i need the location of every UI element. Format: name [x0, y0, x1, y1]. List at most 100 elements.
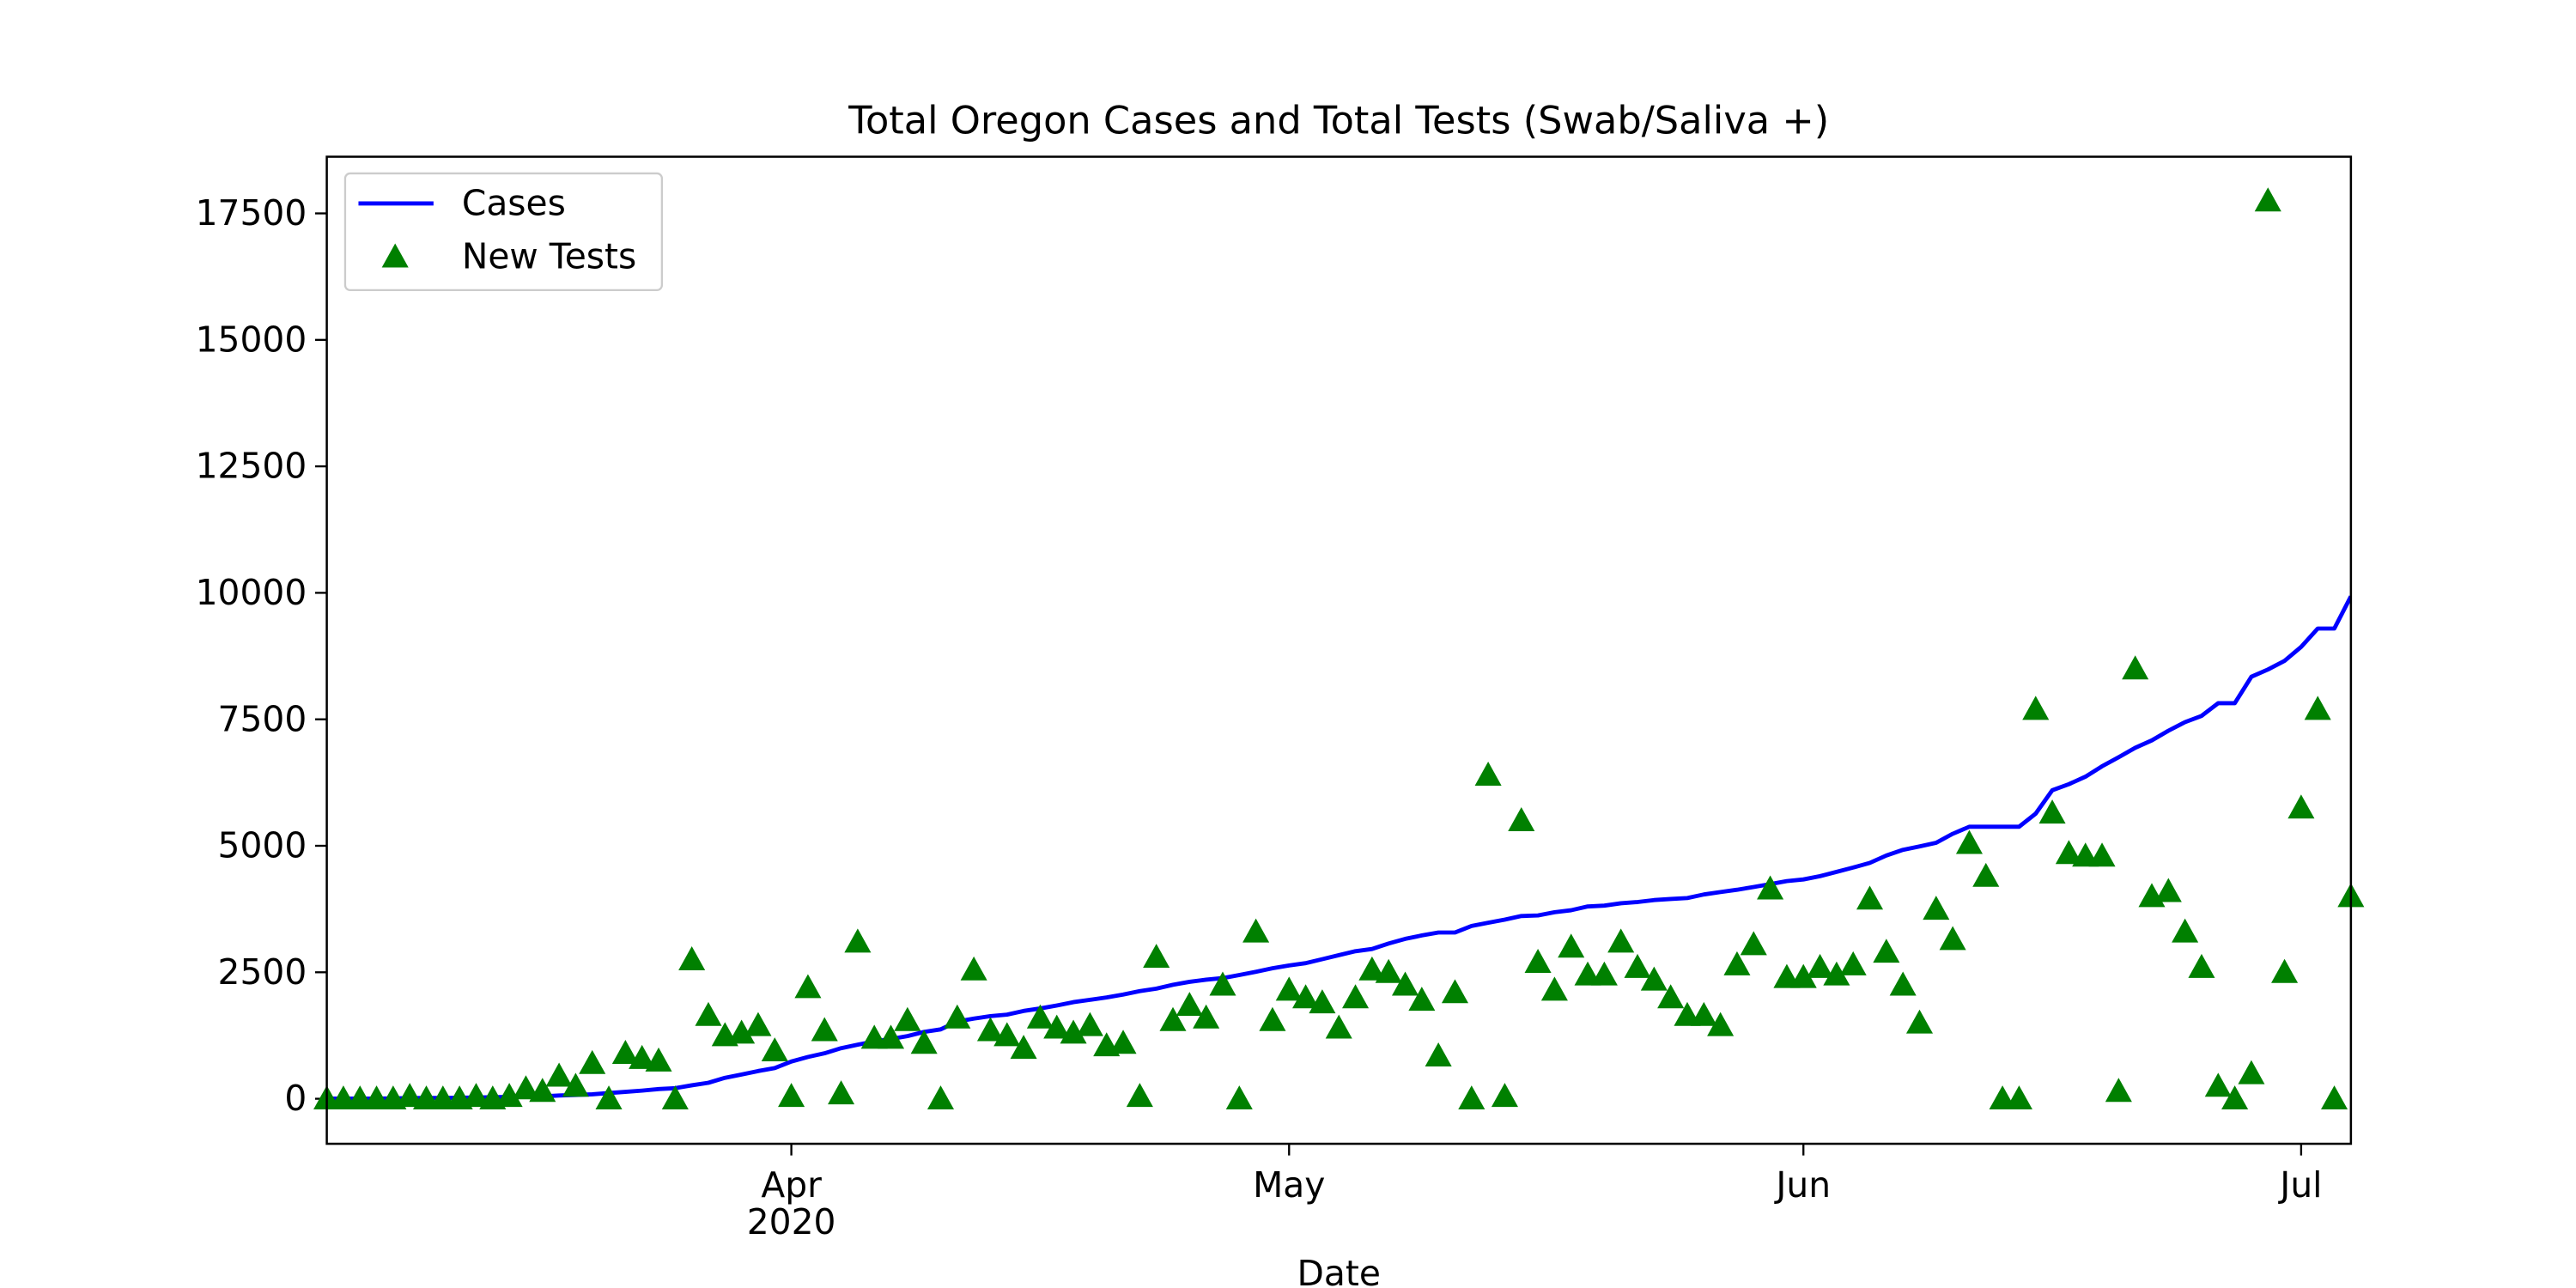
test-marker [1856, 885, 1884, 910]
y-tick-label: 7500 [218, 698, 307, 739]
test-marker [2188, 953, 2215, 978]
test-marker [2088, 842, 2116, 867]
test-marker [811, 1017, 838, 1042]
test-marker [1474, 761, 1502, 786]
test-marker [2005, 1085, 2032, 1110]
test-marker [2271, 958, 2299, 983]
test-marker [545, 1062, 573, 1087]
test-marker [1524, 948, 1552, 973]
test-marker [1292, 984, 1320, 1009]
x-tick-label: Jul [2277, 1164, 2322, 1206]
test-marker [661, 1085, 689, 1110]
x-tick-label: Apr [761, 1164, 822, 1206]
test-marker [645, 1047, 672, 1072]
test-marker [828, 1080, 855, 1105]
test-marker [1391, 971, 1419, 996]
test-marker [611, 1040, 639, 1065]
test-marker [2105, 1078, 2132, 1103]
test-marker [794, 974, 822, 999]
test-marker [744, 1012, 772, 1036]
test-marker [894, 1006, 921, 1031]
test-marker [1491, 1083, 1518, 1108]
test-marker [1109, 1030, 1137, 1054]
test-marker [2172, 918, 2199, 943]
test-marker [2321, 1085, 2348, 1110]
plot-frame [325, 155, 2353, 1145]
test-marker [844, 928, 872, 953]
test-marker [1807, 953, 1834, 978]
test-marker [1707, 1012, 1735, 1036]
test-marker [1540, 976, 1568, 1001]
test-marker [1889, 971, 1917, 996]
y-tick-label: 12500 [196, 446, 307, 487]
test-marker [1972, 862, 2000, 887]
test-marker [960, 956, 987, 981]
y-tick-label: 17500 [196, 192, 307, 234]
chart-title: Total Oregon Cases and Total Tests (Swab… [848, 98, 1829, 143]
test-marker [629, 1044, 656, 1069]
test-marker [1640, 966, 1668, 991]
test-marker [2022, 696, 2050, 720]
test-marker [396, 1083, 423, 1108]
test-marker [1126, 1083, 1153, 1108]
test-marker [1839, 951, 1867, 975]
test-marker [993, 1022, 1021, 1047]
test-marker [1026, 1004, 1054, 1029]
x-tick-label: May [1253, 1164, 1325, 1206]
test-marker [1342, 984, 1370, 1009]
x-tick-label: Jun [1773, 1164, 1831, 1206]
test-marker [1225, 1085, 1253, 1110]
test-marker [778, 1083, 805, 1108]
test-marker [1325, 1014, 1352, 1039]
test-marker [1408, 987, 1436, 1012]
legend-label: Cases [462, 182, 566, 223]
test-marker [2204, 1072, 2232, 1097]
test-marker [1607, 928, 1635, 953]
cases-line [326, 595, 2351, 1101]
test-marker [495, 1083, 523, 1108]
test-marker [1193, 1004, 1220, 1029]
test-marker [1159, 1006, 1187, 1031]
test-marker [695, 1001, 722, 1026]
test-marker [1060, 1019, 1087, 1044]
test-marker [761, 1037, 788, 1062]
test-marker [1309, 989, 1336, 1014]
test-marker [1425, 1042, 1452, 1066]
test-marker [1789, 963, 1817, 988]
test-marker [1358, 956, 1386, 981]
test-marker [1076, 1012, 1103, 1036]
test-marker [1740, 931, 1767, 956]
test-marker [2154, 878, 2182, 902]
test-marker [1275, 976, 1303, 1001]
test-marker [1823, 961, 1850, 986]
test-marker [2038, 799, 2066, 824]
y-tick-label: 10000 [196, 572, 307, 613]
legend-label: New Tests [462, 236, 636, 277]
legend-marker [381, 243, 409, 268]
test-marker [1757, 875, 1784, 900]
test-marker [1873, 939, 1900, 963]
test-marker [927, 1085, 955, 1110]
test-marker [1010, 1035, 1037, 1060]
x-tick-year: 2020 [747, 1201, 836, 1242]
test-marker [1624, 953, 1651, 978]
test-marker [728, 1019, 756, 1044]
test-marker [2221, 1085, 2249, 1110]
test-marker [944, 1004, 971, 1029]
test-marker [1259, 1006, 1286, 1031]
test-marker [2122, 655, 2149, 680]
test-marker [2304, 696, 2331, 720]
test-marker [1590, 961, 1618, 986]
test-marker [595, 1085, 623, 1110]
test-marker [2238, 1060, 2265, 1084]
test-marker [1242, 918, 1270, 943]
y-tick-label: 2500 [218, 951, 307, 993]
y-tick-label: 15000 [196, 319, 307, 360]
test-marker [2287, 794, 2315, 819]
test-marker [1508, 807, 1535, 831]
x-axis-label: Date [1297, 1253, 1381, 1288]
test-marker [1723, 951, 1751, 975]
y-tick-label: 5000 [218, 825, 307, 866]
